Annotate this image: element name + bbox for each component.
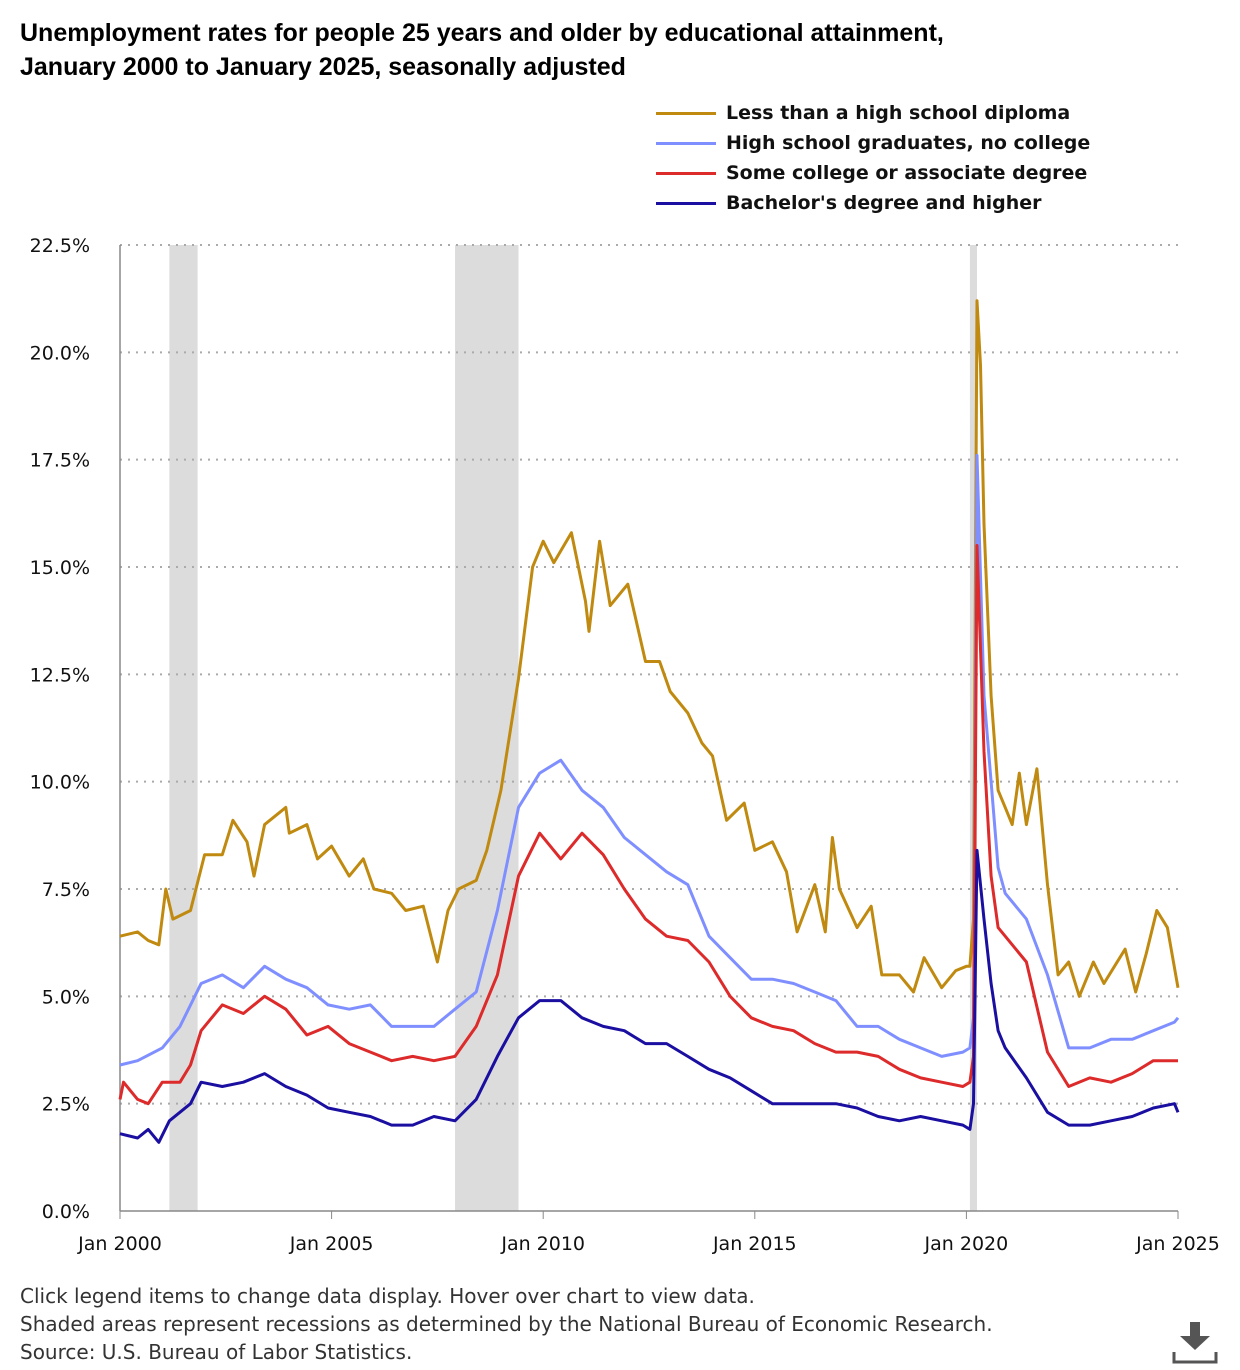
recession-band <box>169 245 198 1211</box>
legend-item-bachelors[interactable]: Bachelor's degree and higher <box>656 188 1090 218</box>
legend-swatch <box>656 141 716 145</box>
series-line-bachelors[interactable] <box>119 848 1180 1144</box>
y-tick-label: 20.0% <box>30 342 90 364</box>
y-tick-label: 0.0% <box>42 1201 90 1223</box>
legend-swatch <box>656 111 716 115</box>
x-tick-label: Jan 2025 <box>1135 1233 1220 1255</box>
legend-swatch <box>656 171 716 175</box>
legend-item-some-college[interactable]: Some college or associate degree <box>656 158 1090 188</box>
legend-swatch <box>656 201 716 205</box>
y-tick-label: 17.5% <box>30 450 90 472</box>
chart-notes: Click legend items to change data displa… <box>20 1282 993 1366</box>
series-line-hs-grad[interactable] <box>119 453 1180 1067</box>
line-chart[interactable]: 0.0% 2.5% 5.0% 7.5% 10.0% 12.5% 15.0% 17.5% 20.0… <box>0 0 1240 1280</box>
legend-item-hs-grad[interactable]: High school graduates, no college <box>656 128 1090 158</box>
y-tick-label: 7.5% <box>42 879 90 901</box>
note-interaction: Click legend items to change data displa… <box>20 1284 755 1308</box>
x-tick-label: Jan 2005 <box>289 1233 374 1255</box>
note-recessions: Shaded areas represent recessions as det… <box>20 1312 993 1336</box>
legend-label: Less than a high school diploma <box>726 102 1071 124</box>
series-line-some-college[interactable] <box>118 544 1178 1106</box>
x-tick-label: Jan 2010 <box>500 1233 585 1255</box>
legend-label: Some college or associate degree <box>726 162 1088 184</box>
y-tick-label: 12.5% <box>30 664 90 686</box>
x-tick-label: Jan 2020 <box>924 1233 1009 1255</box>
recession-band <box>455 245 519 1211</box>
y-tick-label: 10.0% <box>30 772 90 794</box>
legend: Less than a high school diploma High sch… <box>656 98 1090 218</box>
legend-label: High school graduates, no college <box>726 132 1091 154</box>
x-tick-label: Jan 2000 <box>77 1233 162 1255</box>
y-tick-label: 5.0% <box>42 986 90 1008</box>
y-tick-label: 15.0% <box>30 557 90 579</box>
note-source: Source: U.S. Bureau of Labor Statistics. <box>20 1340 413 1364</box>
legend-item-less-than-hs[interactable]: Less than a high school diploma <box>656 98 1090 128</box>
y-tick-label: 2.5% <box>42 1094 90 1116</box>
title-line-2: January 2000 to January 2025, seasonally… <box>20 53 626 81</box>
y-tick-label: 22.5% <box>30 235 90 257</box>
legend-label: Bachelor's degree and higher <box>726 192 1042 214</box>
chart-title: Unemployment rates for people 25 years a… <box>20 16 1120 84</box>
series-line-less-than-hs[interactable] <box>119 299 1180 998</box>
title-line-1: Unemployment rates for people 25 years a… <box>20 19 944 47</box>
download-icon[interactable] <box>1172 1320 1218 1364</box>
x-tick-label: Jan 2015 <box>712 1233 797 1255</box>
